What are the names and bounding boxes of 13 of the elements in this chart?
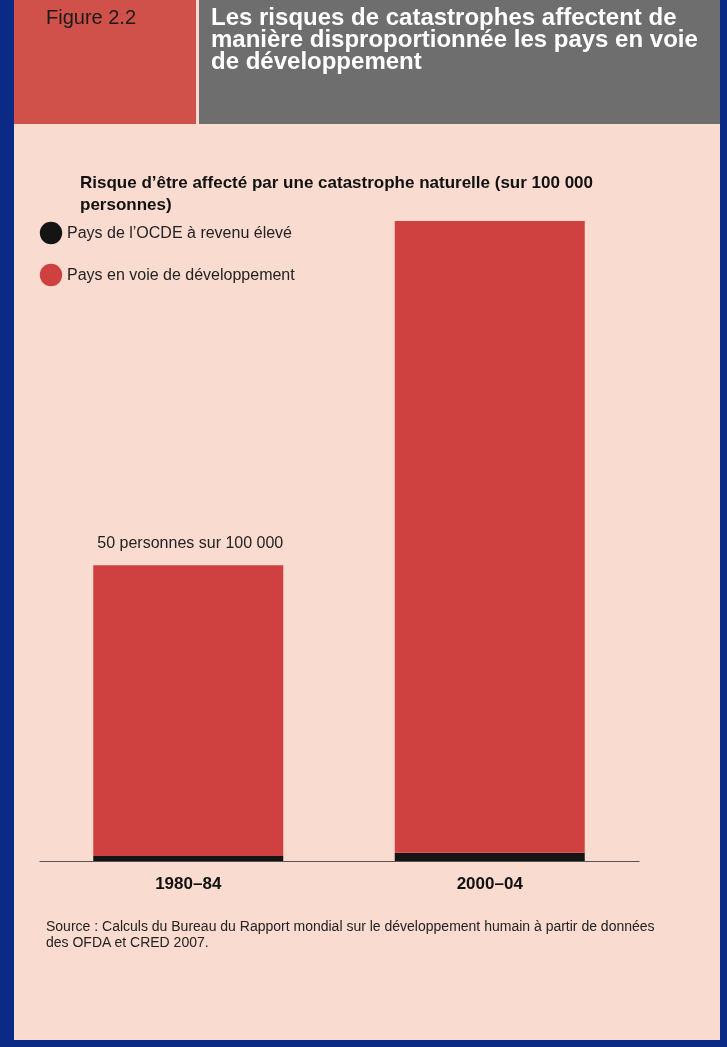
bar <box>93 855 284 861</box>
annotation: 50 personnes sur 100 000 <box>97 534 284 552</box>
chart-title: Les risques de catastrophes affectent de manière disproportionnée les pays en voie de développement <box>199 0 720 124</box>
x-tick-label: 1980–84 <box>155 873 222 893</box>
legend-label: Pays de l’OCDE à revenu élevé <box>67 224 293 241</box>
bar <box>394 852 585 861</box>
x-tick-label: 2000–04 <box>456 873 524 893</box>
legend-label: Pays en voie de développement <box>67 266 296 283</box>
bar <box>394 221 585 853</box>
chart-subtitle: Risque d’être affecté par une catastrophe naturelle (sur 100 000 personnes) <box>80 172 595 216</box>
source-note: Source : Calculs du Bureau du Rapport mondial sur le développement humain à partir de données des OFDA et CRED 2007. <box>46 918 656 950</box>
bar <box>93 565 284 856</box>
caption: Figure 2.2 <box>14 0 199 124</box>
